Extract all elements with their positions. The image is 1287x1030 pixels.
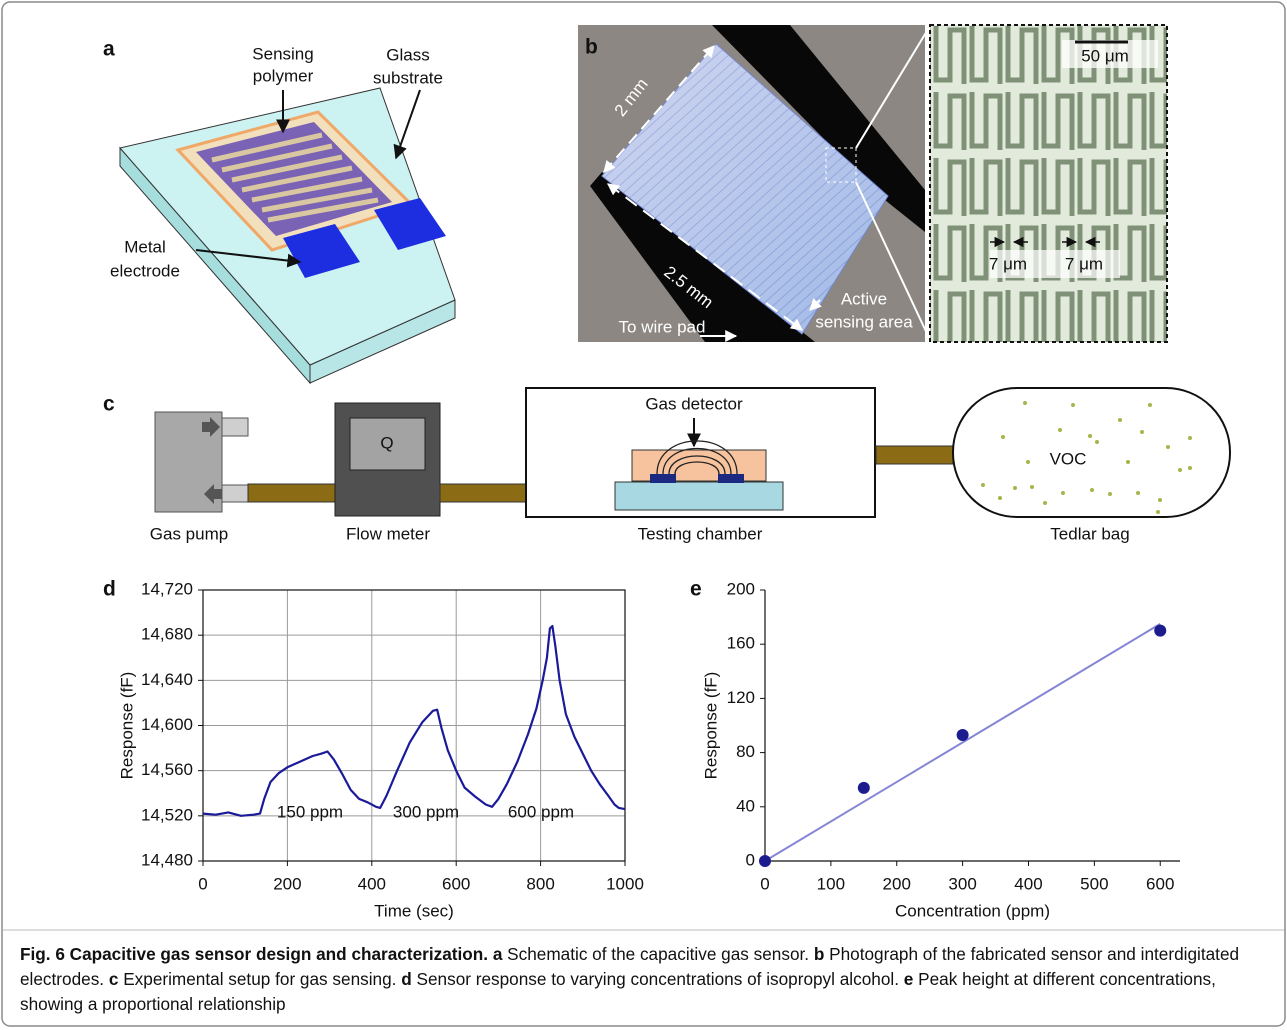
annotation: 150 ppm bbox=[277, 802, 343, 821]
y-tick-label: 14,520 bbox=[141, 805, 193, 824]
y-tick-label: 14,640 bbox=[141, 670, 193, 689]
caption-label: a bbox=[493, 944, 503, 964]
label: substrate bbox=[373, 68, 443, 87]
label: Flow meter bbox=[346, 524, 430, 543]
y-tick-label: 14,560 bbox=[141, 760, 193, 779]
caption-label: c bbox=[109, 969, 119, 989]
caption-label: d bbox=[401, 969, 412, 989]
y-tick-label: 14,480 bbox=[141, 850, 193, 869]
x-tick-label: 400 bbox=[1014, 874, 1042, 893]
label: sensing area bbox=[815, 312, 913, 331]
figure: a Sensing polymer Glass substrate Metal … bbox=[0, 0, 1287, 1030]
label: Testing chamber bbox=[638, 524, 763, 543]
x-axis-label: Time (sec) bbox=[374, 901, 454, 920]
caption-label: e bbox=[904, 969, 914, 989]
label: Glass bbox=[386, 45, 429, 64]
y-tick-label: 200 bbox=[727, 579, 755, 598]
annotation: 300 ppm bbox=[393, 802, 459, 821]
figure-graphics: a Sensing polymer Glass substrate Metal … bbox=[0, 0, 1287, 1030]
label: Gas pump bbox=[150, 524, 228, 543]
label: Q bbox=[380, 433, 393, 452]
panel-letter: d bbox=[103, 578, 116, 601]
x-tick-label: 200 bbox=[273, 874, 301, 893]
x-tick-label: 800 bbox=[526, 874, 554, 893]
x-tick-label: 600 bbox=[1146, 874, 1174, 893]
x-tick-label: 600 bbox=[442, 874, 470, 893]
panel-letter: c bbox=[103, 393, 115, 416]
label: Tedlar bag bbox=[1050, 524, 1129, 543]
x-tick-label: 0 bbox=[760, 874, 769, 893]
y-tick-label: 120 bbox=[727, 688, 755, 707]
y-tick-label: 14,720 bbox=[141, 579, 193, 598]
data-point bbox=[957, 729, 969, 741]
caption-text: Schematic of the capacitive gas sensor. bbox=[507, 944, 809, 964]
label: Sensing bbox=[252, 44, 313, 63]
panel-letter: a bbox=[103, 38, 115, 61]
scale-label: 50 μm bbox=[1081, 46, 1129, 65]
x-axis-label: Concentration (ppm) bbox=[895, 901, 1050, 920]
label: 7 μm bbox=[989, 254, 1027, 273]
y-axis-label: Response (fF) bbox=[117, 672, 136, 780]
label: electrode bbox=[110, 261, 180, 280]
data-point bbox=[1154, 625, 1166, 637]
caption: Fig. 6 Capacitive gas sensor design and … bbox=[20, 942, 1270, 1017]
x-tick-label: 200 bbox=[883, 874, 911, 893]
label: polymer bbox=[253, 66, 314, 85]
panel-letter: e bbox=[690, 578, 702, 601]
label: Active bbox=[841, 289, 887, 308]
caption-title: Fig. 6 Capacitive gas sensor design and … bbox=[20, 944, 488, 964]
y-tick-label: 0 bbox=[746, 850, 755, 869]
y-tick-label: 160 bbox=[727, 634, 755, 653]
y-tick-label: 14,600 bbox=[141, 715, 193, 734]
label: Gas detector bbox=[645, 394, 743, 413]
x-tick-label: 100 bbox=[817, 874, 845, 893]
caption-text: Sensor response to varying concentration… bbox=[417, 969, 899, 989]
data-point bbox=[759, 855, 771, 867]
x-tick-label: 1000 bbox=[606, 874, 644, 893]
panel-letter: b bbox=[585, 36, 598, 59]
label: Metal bbox=[124, 237, 166, 256]
caption-label: b bbox=[814, 944, 825, 964]
y-tick-label: 80 bbox=[736, 742, 755, 761]
label: To wire pad bbox=[619, 317, 706, 336]
annotation: 600 ppm bbox=[508, 802, 574, 821]
x-tick-label: 0 bbox=[198, 874, 207, 893]
label: VOC bbox=[1050, 449, 1087, 468]
x-tick-label: 500 bbox=[1080, 874, 1108, 893]
electrode-inset bbox=[930, 25, 1167, 342]
caption-text: Experimental setup for gas sensing. bbox=[123, 969, 396, 989]
label: 7 μm bbox=[1065, 254, 1103, 273]
y-tick-label: 40 bbox=[736, 796, 755, 815]
x-tick-label: 400 bbox=[358, 874, 386, 893]
data-point bbox=[858, 782, 870, 794]
y-tick-label: 14,680 bbox=[141, 625, 193, 644]
y-axis-label: Response (fF) bbox=[701, 672, 720, 780]
x-tick-label: 300 bbox=[948, 874, 976, 893]
